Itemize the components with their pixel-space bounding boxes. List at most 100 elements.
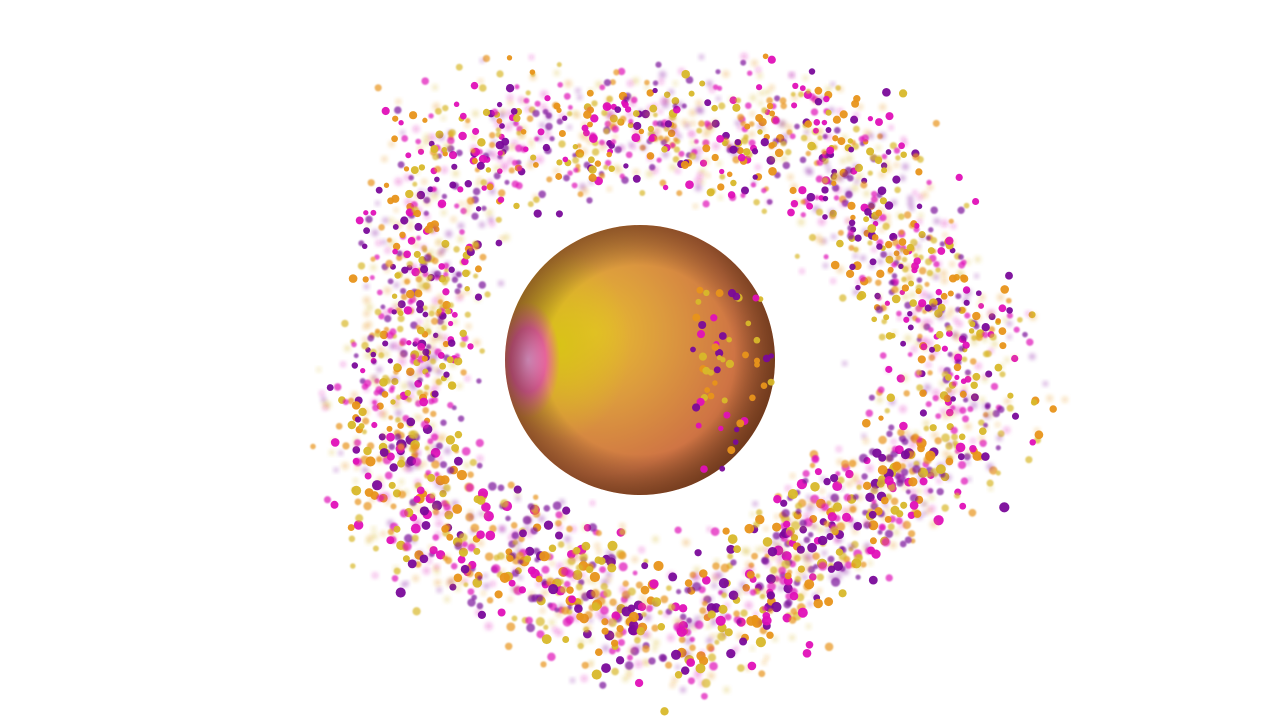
- particle: [420, 265, 429, 274]
- particle: [559, 585, 568, 594]
- particle: [889, 541, 897, 549]
- particle: [724, 628, 733, 637]
- particle: [397, 422, 404, 429]
- particle: [862, 481, 872, 490]
- particle: [501, 137, 510, 146]
- particle: [959, 502, 967, 510]
- particle: [588, 88, 594, 94]
- particle: [718, 332, 727, 340]
- particle: [955, 293, 962, 300]
- particle: [889, 142, 897, 150]
- particle: [829, 574, 835, 581]
- particle: [627, 654, 633, 661]
- particle: [1002, 317, 1008, 323]
- particle: [500, 499, 509, 508]
- particle: [564, 79, 572, 88]
- particle: [816, 573, 824, 581]
- particle: [537, 128, 545, 136]
- particle: [533, 494, 539, 500]
- particle: [621, 606, 632, 617]
- particle: [960, 306, 967, 314]
- particle: [1062, 396, 1068, 403]
- particle: [429, 306, 434, 311]
- particle: [887, 483, 896, 492]
- particle: [884, 476, 894, 486]
- particle: [752, 174, 758, 180]
- particle: [397, 315, 405, 323]
- particle: [378, 484, 384, 489]
- particle: [588, 156, 595, 164]
- particle: [927, 184, 934, 191]
- particle: [378, 352, 385, 359]
- particle: [513, 202, 520, 210]
- particle: [867, 115, 874, 122]
- particle-ring-front: [690, 286, 775, 473]
- particle: [950, 223, 957, 229]
- particle: [803, 512, 811, 520]
- particle: [419, 554, 429, 564]
- particle: [434, 579, 442, 587]
- particle: [936, 488, 944, 496]
- particle: [474, 265, 482, 273]
- particle: [833, 126, 841, 134]
- particle: [388, 443, 395, 451]
- particle: [673, 137, 679, 143]
- particle: [421, 520, 431, 530]
- particle: [699, 80, 706, 87]
- particle: [414, 193, 421, 200]
- particle: [887, 252, 893, 258]
- particle: [1006, 307, 1013, 314]
- particle: [673, 81, 678, 86]
- particle: [933, 217, 940, 225]
- particle: [435, 482, 441, 488]
- particle: [929, 346, 935, 353]
- particle: [915, 247, 921, 253]
- particle: [687, 677, 695, 685]
- particle: [605, 104, 612, 111]
- particle: [597, 557, 606, 565]
- particle: [441, 193, 448, 200]
- particle: [884, 515, 892, 523]
- particle: [532, 109, 540, 118]
- particle: [818, 239, 825, 245]
- particle: [899, 463, 907, 470]
- particle: [715, 69, 721, 75]
- particle: [398, 490, 407, 499]
- particle: [846, 174, 854, 182]
- particle: [934, 437, 942, 445]
- particle: [930, 236, 938, 244]
- particle: [605, 571, 612, 578]
- particle: [326, 384, 334, 392]
- particle: [818, 175, 823, 181]
- particle: [916, 277, 923, 283]
- particle: [512, 585, 520, 593]
- particle: [967, 374, 972, 380]
- particle: [457, 291, 464, 299]
- particle: [820, 476, 826, 482]
- particle: [680, 160, 689, 169]
- particle: [441, 115, 446, 121]
- particle: [333, 467, 339, 473]
- particle: [1000, 285, 1010, 294]
- particle: [762, 605, 768, 612]
- particle: [632, 110, 640, 117]
- particle: [454, 430, 463, 439]
- particle: [783, 520, 791, 528]
- particle: [599, 172, 605, 179]
- particle: [617, 118, 624, 125]
- particle: [416, 349, 423, 356]
- particle: [567, 104, 573, 110]
- particle: [416, 550, 423, 557]
- particle: [355, 216, 364, 225]
- particle: [851, 184, 859, 192]
- particle: [830, 260, 840, 270]
- particle: [507, 94, 514, 101]
- particle: [830, 493, 840, 503]
- particle: [785, 148, 792, 156]
- particle: [636, 627, 645, 636]
- particle: [601, 627, 609, 635]
- particle: [623, 96, 630, 103]
- particle: [391, 293, 398, 299]
- particle: [679, 613, 687, 621]
- particle: [320, 396, 327, 403]
